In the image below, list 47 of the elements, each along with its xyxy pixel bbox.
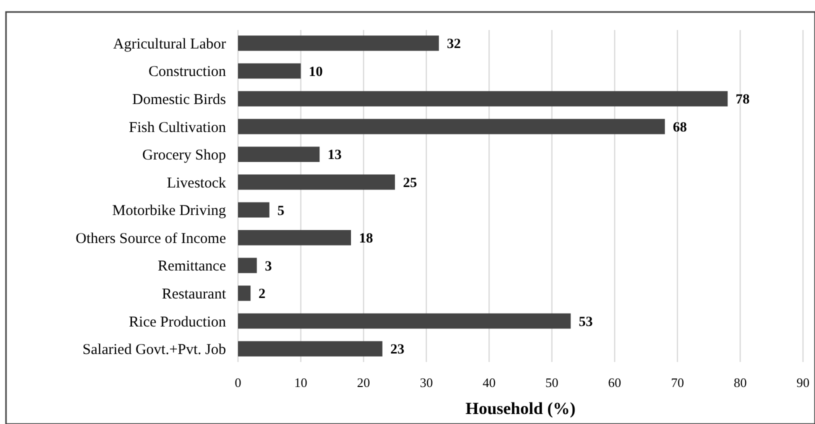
bar	[238, 258, 257, 274]
data-label: 78	[736, 92, 750, 108]
y-tick-label: Others Source of Income	[76, 230, 226, 247]
x-tick-label: 60	[608, 375, 622, 390]
y-tick-label: Livestock	[166, 175, 226, 192]
data-label: 10	[308, 64, 323, 80]
y-tick-label: Salaried Govt.+Pvt. Job	[82, 342, 226, 358]
bar	[238, 313, 571, 329]
x-tick-label: 10	[294, 375, 308, 390]
bar	[238, 286, 251, 301]
x-axis-title: Household (%)	[465, 399, 576, 418]
y-tick-label: Agricultural Labor	[113, 36, 226, 52]
x-tick-label: 90	[796, 375, 810, 390]
data-label: 23	[390, 342, 404, 358]
bar	[238, 36, 439, 51]
x-tick-label: 80	[734, 375, 747, 390]
y-tick-label: Motorbike Driving	[112, 203, 226, 220]
y-tick-label: Rice Production	[128, 314, 226, 330]
x-tick-label: 40	[482, 375, 496, 390]
bar	[238, 202, 270, 218]
bar	[238, 63, 301, 79]
x-tick-label: 70	[670, 375, 684, 390]
data-label: 53	[578, 314, 593, 330]
x-tick-label: 50	[545, 375, 558, 390]
data-label: 32	[446, 37, 461, 52]
y-tick-label: Remittance	[158, 258, 226, 275]
y-tick-label: Restaurant	[162, 286, 227, 302]
x-tick-label: 30	[420, 375, 433, 390]
data-label: 68	[672, 120, 687, 136]
bar	[238, 174, 395, 190]
y-tick-label: Construction	[148, 64, 226, 80]
bar	[238, 118, 665, 134]
data-label: 25	[402, 176, 417, 192]
data-label: 5	[277, 204, 284, 219]
y-tick-label: Grocery Shop	[142, 148, 226, 164]
x-tick-label: 0	[234, 375, 242, 390]
data-label: 13	[328, 148, 342, 164]
data-label: 2	[258, 287, 266, 302]
y-tick-label: Fish Cultivation	[128, 120, 226, 136]
bar	[238, 230, 351, 246]
y-tick-label: Domestic Birds	[132, 92, 226, 108]
data-label: 18	[359, 232, 373, 247]
x-tick-label: 20	[357, 375, 370, 390]
bar	[238, 146, 320, 162]
bar	[238, 91, 728, 106]
data-label: 3	[264, 259, 272, 274]
bar	[238, 341, 382, 356]
